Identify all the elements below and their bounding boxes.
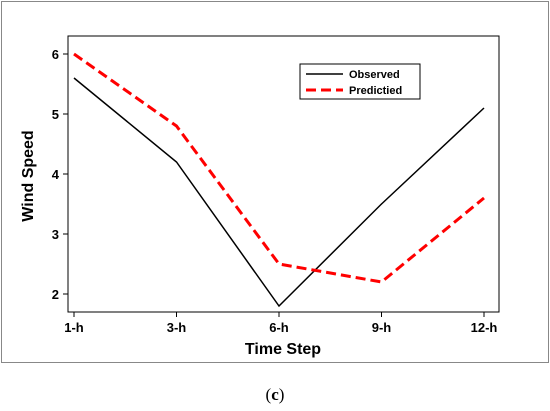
panel-label: (c) <box>266 385 285 404</box>
x-tick-label: 6-h <box>269 320 289 335</box>
legend-label-observed: Observed <box>349 69 400 81</box>
x-axis-title: Time Step <box>245 341 321 358</box>
plot-area <box>67 35 500 313</box>
series-layer <box>73 52 485 308</box>
legend: Observed Predictied <box>299 63 421 100</box>
panel-label-letter: c <box>271 385 279 404</box>
y-tick-label: 3 <box>52 227 59 242</box>
y-tick-label: 2 <box>52 287 59 302</box>
y-axis: 2 3 4 5 6 <box>52 47 68 302</box>
x-tick-label: 12-h <box>471 320 498 335</box>
series-line-predictied <box>73 52 485 284</box>
y-tick-label: 5 <box>52 107 59 122</box>
legend-box <box>299 63 421 100</box>
y-axis-title: Wind Speed <box>20 130 37 221</box>
series-line-observed <box>73 77 485 308</box>
y-tick-label: 6 <box>52 47 59 62</box>
y-tick-label: 4 <box>52 167 60 182</box>
legend-label-predicted: Predictied <box>349 85 402 97</box>
panel-label-close: ) <box>279 385 285 404</box>
x-tick-label: 9-h <box>372 320 392 335</box>
x-axis: 1-h 3-h 6-h 9-h 12-h <box>64 312 497 335</box>
x-tick-label: 3-h <box>167 320 187 335</box>
x-tick-label: 1-h <box>64 320 84 335</box>
panel-label-open: ( <box>266 385 272 404</box>
